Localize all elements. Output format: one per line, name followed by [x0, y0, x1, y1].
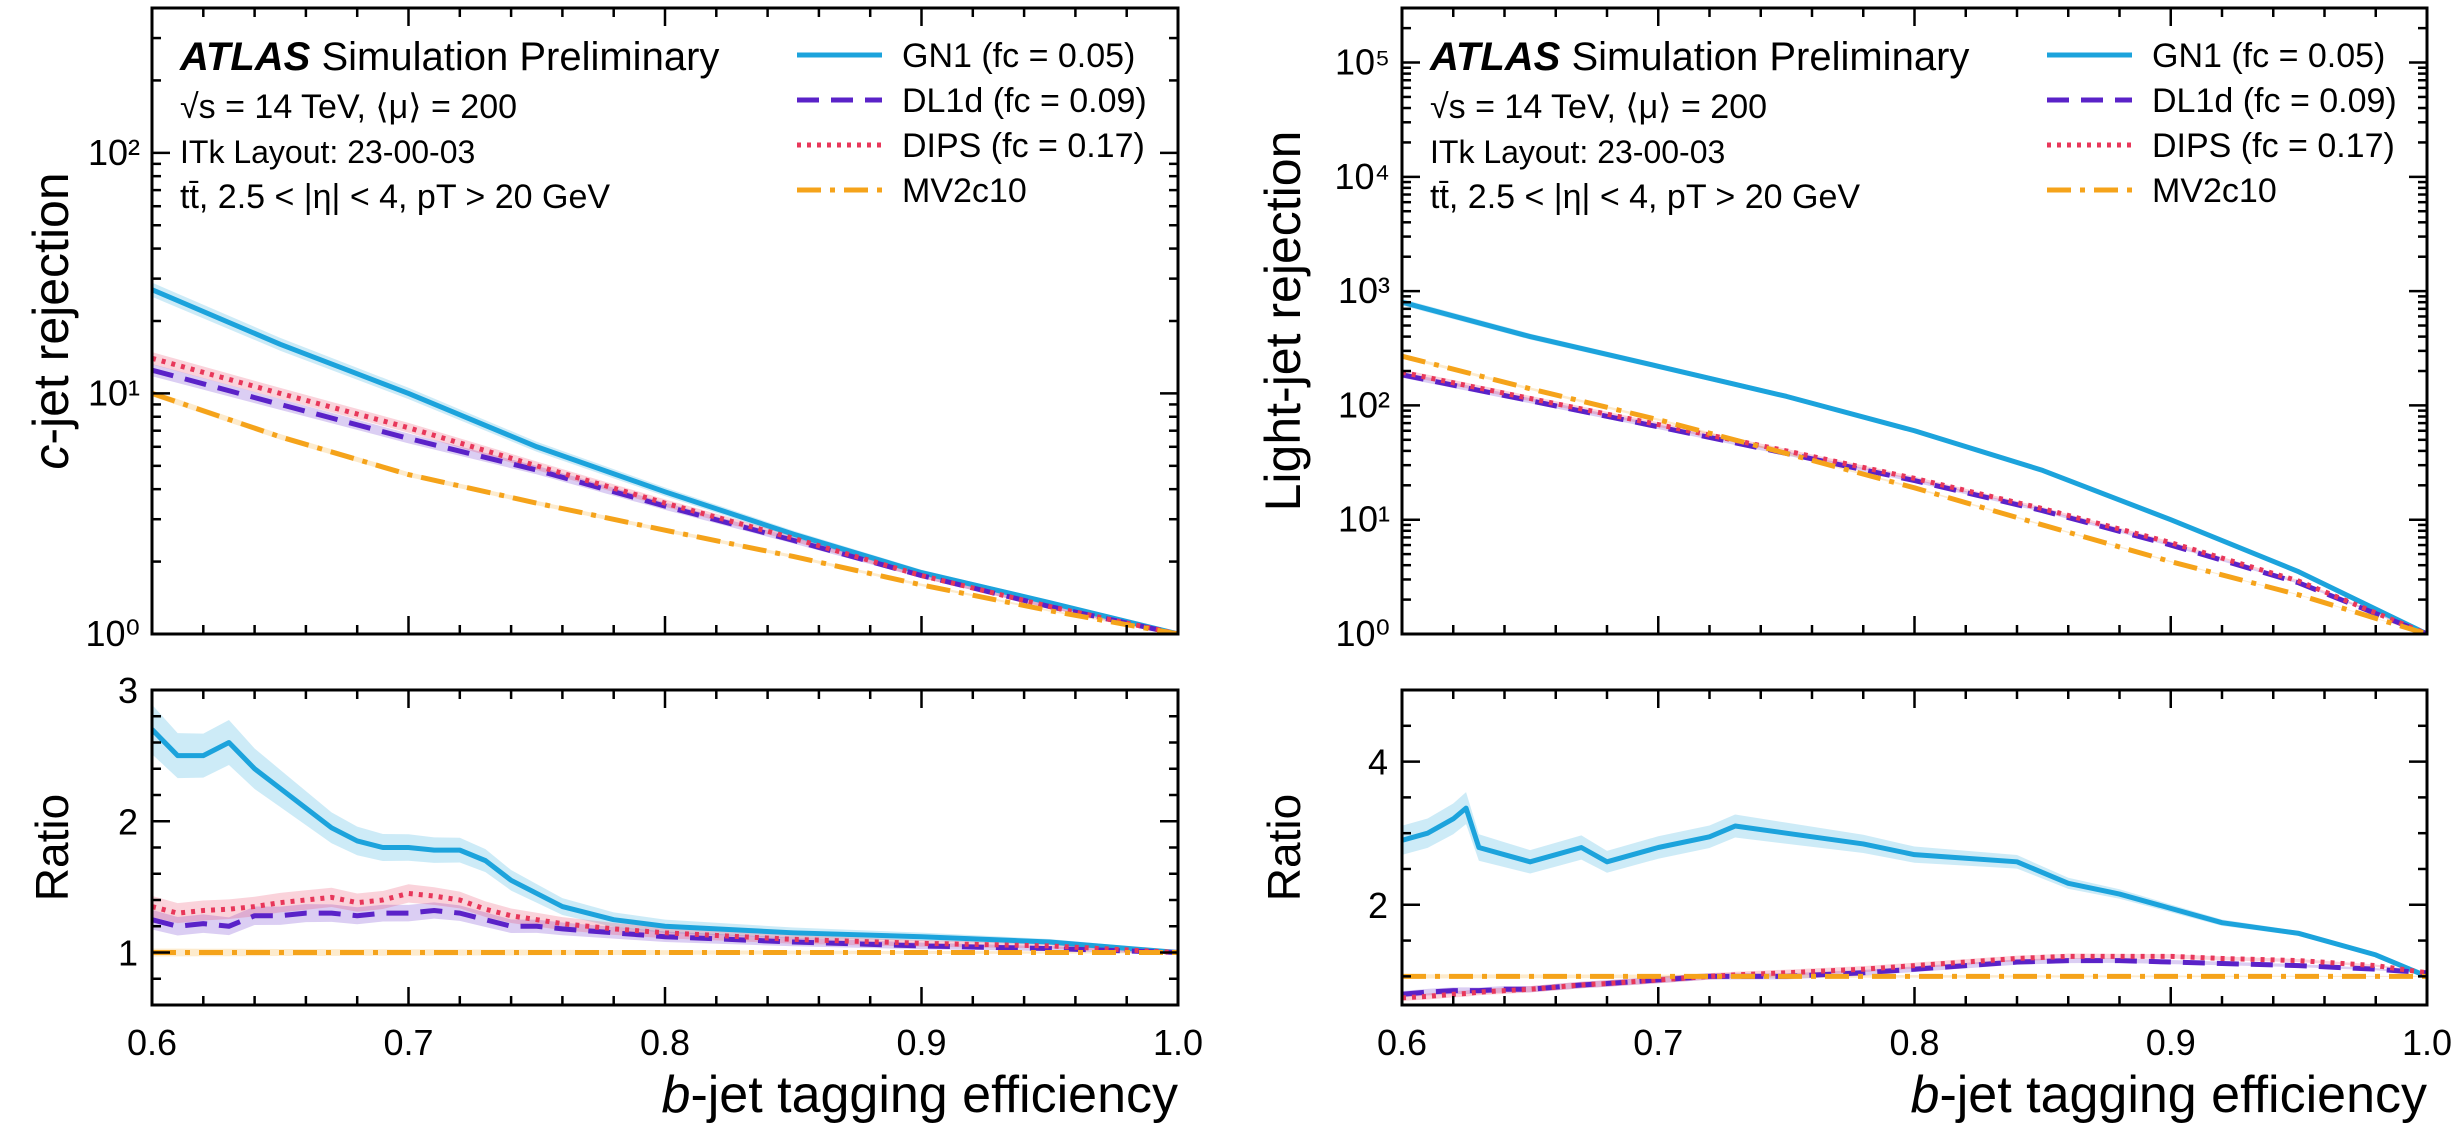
- x-tick-label: 0.6: [1377, 1022, 1427, 1063]
- y-axis-label: c-jet rejection: [23, 172, 79, 469]
- legend-label-gn1: GN1 (fc = 0.05): [902, 37, 1135, 75]
- atlas-tail: Simulation Preliminary: [1560, 35, 1969, 79]
- line-gn1: [1402, 805, 2427, 979]
- x-axis-label: b-jet tagging efficiency: [662, 1066, 1178, 1124]
- x-tick-label: 0.8: [1889, 1022, 1939, 1063]
- band-gn1: [152, 282, 1178, 634]
- y-tick-label: 2: [118, 801, 138, 842]
- selection-line: tt̄, 2.5 < |η| < 4, pT > 20 GeV: [180, 178, 610, 216]
- layout-line: ITk Layout: 23-00-03: [180, 134, 475, 170]
- line-dl1d: [152, 908, 1178, 955]
- band-dips: [1402, 953, 2427, 1001]
- band-dl1d: [1402, 371, 2427, 634]
- legend-label-dl1d: DL1d (fc = 0.09): [2152, 82, 2397, 120]
- line-gn1: [152, 287, 1178, 634]
- band-dips: [152, 884, 1178, 955]
- x-tick-label: 0.7: [1633, 1022, 1683, 1063]
- energy-line: √s = 14 TeV, ⟨μ⟩ = 200: [1430, 88, 1767, 126]
- x-tick-label: 0.8: [640, 1022, 690, 1063]
- x-axis-label: b-jet tagging efficiency: [1911, 1066, 2427, 1124]
- band-dl1d: [152, 902, 1178, 955]
- y-tick-label: 10¹: [1338, 499, 1390, 540]
- line-dl1d: [152, 367, 1178, 634]
- y-tick-label: 10⁴: [1334, 156, 1390, 197]
- x-axis-label-rest: -jet tagging efficiency: [1939, 1066, 2427, 1124]
- legend-label-dl1d: DL1d (fc = 0.09): [902, 82, 1147, 120]
- y-tick-label: 10²: [88, 132, 140, 173]
- x-axis-label-italic: b: [662, 1066, 691, 1124]
- line-gn1: [1402, 299, 2427, 634]
- y-tick-label: 3: [118, 670, 138, 711]
- layout-line: ITk Layout: 23-00-03: [1430, 134, 1725, 170]
- line-mv2c10: [152, 391, 1178, 634]
- y-tick-label: 10⁰: [1336, 613, 1390, 654]
- x-tick-label: 0.9: [2146, 1022, 2196, 1063]
- y-tick-label: 4: [1368, 742, 1388, 783]
- x-tick-label: 1.0: [2402, 1022, 2452, 1063]
- x-tick-label: 0.7: [383, 1022, 433, 1063]
- x-tick-label: 0.9: [896, 1022, 946, 1063]
- y-tick-label: 10¹: [88, 372, 140, 413]
- x-tick-label: 0.6: [127, 1022, 177, 1063]
- band-gn1: [1402, 298, 2427, 634]
- y-tick-label: 10²: [1338, 384, 1390, 425]
- band-dips: [1402, 369, 2427, 634]
- y-axis-label: Light-jet rejection: [1255, 131, 1311, 512]
- line-mv2c10: [1402, 353, 2427, 634]
- y-tick-label: 10⁰: [86, 613, 140, 654]
- legend-label-mv2c10: MV2c10: [2152, 172, 2277, 210]
- left-bottom-frame: [150, 688, 1180, 1007]
- x-axis-label-rest: -jet tagging efficiency: [690, 1066, 1178, 1124]
- legend-label-dips: DIPS (fc = 0.17): [2152, 127, 2395, 165]
- atlas-tail: Simulation Preliminary: [310, 35, 719, 79]
- line-dl1d: [1402, 372, 2427, 634]
- y-axis-label-rest: -jet rejection: [23, 172, 79, 444]
- x-tick-label: 1.0: [1153, 1022, 1203, 1063]
- line-dl1d: [1402, 958, 2427, 997]
- line-gn1: [152, 727, 1178, 955]
- rt-series-group: [1402, 298, 2427, 634]
- lt-series-group: [152, 282, 1178, 634]
- rb-series-group: [1402, 792, 2427, 1001]
- y-tick-label: 10³: [1338, 270, 1390, 311]
- band-gn1: [152, 704, 1178, 955]
- x-axis-label-italic: b: [1911, 1066, 1940, 1124]
- y-tick-label: 10⁵: [1335, 42, 1390, 83]
- atlas-bold: ATLAS: [179, 35, 311, 79]
- atlas-label: ATLAS Simulation Preliminary: [1429, 35, 1969, 79]
- y-tick-label: 2: [1368, 885, 1388, 926]
- energy-line: √s = 14 TeV, ⟨μ⟩ = 200: [180, 88, 517, 126]
- legend-label-dips: DIPS (fc = 0.17): [902, 127, 1145, 165]
- line-dips: [1402, 369, 2427, 634]
- line-dips: [152, 890, 1178, 955]
- atlas-label: ATLAS Simulation Preliminary: [179, 35, 719, 79]
- y-axis-label: Ratio: [1258, 794, 1310, 901]
- atlas-bold: ATLAS: [1429, 35, 1561, 79]
- selection-line: tt̄, 2.5 < |η| < 4, pT > 20 GeV: [1430, 178, 1860, 216]
- y-tick-label: 1: [118, 933, 138, 974]
- y-axis-label-italic: c: [23, 445, 79, 470]
- legend-label-gn1: GN1 (fc = 0.05): [2152, 37, 2385, 75]
- y-axis-label: Ratio: [26, 794, 78, 901]
- line-dips: [152, 355, 1178, 634]
- legend-label-mv2c10: MV2c10: [902, 172, 1027, 210]
- band-gn1: [1402, 792, 2427, 978]
- lb-series-group: [152, 704, 1178, 957]
